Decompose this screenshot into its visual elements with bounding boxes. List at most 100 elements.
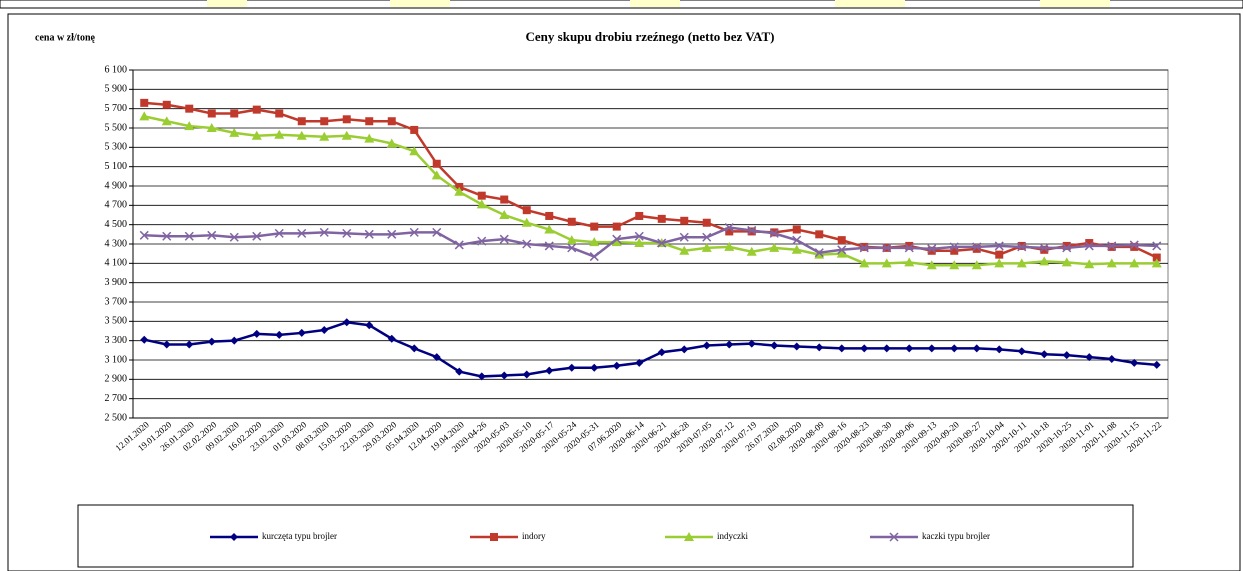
marker [365, 117, 374, 126]
marker [814, 248, 824, 258]
marker [1084, 241, 1094, 251]
marker [1130, 242, 1139, 251]
marker [476, 199, 487, 209]
marker [905, 344, 914, 353]
marker [1129, 258, 1140, 268]
marker [950, 344, 959, 353]
y-tick-label: 2 700 [105, 393, 128, 404]
y-tick-label: 5 700 [105, 103, 128, 114]
marker [499, 234, 509, 244]
marker [1061, 257, 1072, 267]
marker [815, 230, 824, 239]
marker [589, 252, 599, 262]
marker [859, 258, 870, 268]
marker [927, 344, 936, 353]
marker [1152, 360, 1161, 369]
y-tick-label: 3 900 [105, 277, 128, 288]
marker [252, 105, 261, 114]
marker [139, 230, 149, 240]
marker [905, 241, 914, 250]
series-line [143, 115, 1157, 267]
marker [971, 260, 982, 270]
y-tick-label: 4 100 [105, 258, 128, 269]
marker [162, 231, 172, 241]
marker [1129, 240, 1139, 250]
y-tick-label: 2 900 [105, 374, 128, 385]
y-tick-label: 3 100 [105, 354, 128, 365]
marker [387, 229, 397, 239]
y-tick-label: 3 700 [105, 296, 128, 307]
marker [1017, 347, 1026, 356]
marker [927, 244, 937, 254]
marker [994, 241, 1004, 251]
marker [725, 227, 734, 236]
marker [725, 340, 734, 349]
marker [275, 330, 284, 339]
marker [477, 236, 487, 246]
marker [161, 116, 172, 126]
y-axis-label: cena w zł/tonę [35, 32, 96, 43]
marker [274, 228, 284, 238]
marker [409, 227, 419, 237]
marker [341, 130, 352, 140]
marker [791, 244, 802, 254]
chart-title: Ceny skupu drobiu rzeźnego (netto bez VA… [526, 29, 775, 44]
y-tick-label: 4 900 [105, 180, 128, 191]
legend-label: kurczęta typu brojler [262, 531, 337, 541]
marker [635, 358, 644, 367]
marker [251, 130, 262, 140]
marker [230, 109, 239, 118]
marker [747, 339, 756, 348]
marker [252, 329, 261, 338]
marker [229, 127, 240, 137]
marker [1152, 241, 1162, 251]
marker [927, 246, 936, 255]
marker [206, 123, 217, 132]
marker [702, 218, 711, 227]
marker [949, 242, 959, 252]
marker [746, 246, 757, 256]
marker [409, 146, 420, 156]
marker [904, 243, 914, 253]
marker [522, 206, 531, 215]
marker [769, 228, 779, 238]
marker [882, 344, 891, 353]
marker [490, 533, 498, 541]
marker [972, 242, 982, 252]
marker [1130, 358, 1139, 367]
marker [680, 345, 689, 354]
marker [634, 231, 644, 241]
marker [567, 363, 576, 372]
marker [140, 98, 149, 107]
marker [1016, 258, 1027, 268]
marker [859, 243, 869, 253]
marker [882, 243, 892, 253]
marker [365, 321, 374, 330]
marker [410, 125, 419, 134]
marker [320, 117, 329, 126]
marker [815, 343, 824, 352]
marker [972, 244, 981, 253]
marker [1106, 258, 1117, 268]
marker [972, 344, 981, 353]
marker [567, 217, 576, 226]
marker [837, 344, 846, 353]
marker [499, 210, 510, 219]
marker [770, 341, 779, 350]
marker [386, 138, 397, 148]
y-tick-label: 3 300 [105, 335, 128, 346]
marker [724, 223, 734, 233]
marker [1040, 245, 1049, 254]
marker [207, 337, 216, 346]
marker [701, 242, 712, 252]
marker [657, 348, 666, 357]
marker [545, 211, 554, 220]
marker [230, 533, 238, 541]
marker [229, 232, 239, 242]
marker [612, 222, 621, 231]
y-tick-label: 3 500 [105, 316, 128, 327]
marker [611, 237, 622, 247]
marker [702, 341, 711, 350]
marker [904, 257, 915, 267]
